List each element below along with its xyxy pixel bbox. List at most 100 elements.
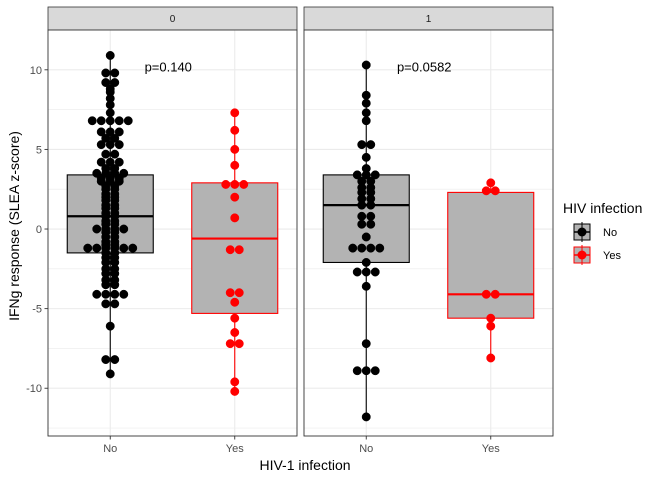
data-point [114, 127, 124, 137]
data-point [225, 339, 235, 349]
data-point [83, 243, 93, 253]
legend-item: No [573, 222, 617, 242]
data-point [225, 288, 235, 298]
box [191, 182, 279, 314]
data-point [230, 377, 240, 387]
data-point [357, 211, 367, 221]
data-point [110, 78, 120, 87]
data-point [361, 366, 371, 376]
y-tick-label: -10 [26, 383, 42, 395]
data-point [123, 116, 133, 126]
data-point [96, 127, 106, 137]
data-point [366, 200, 376, 210]
facet-strip-label: 1 [426, 14, 432, 25]
data-point [101, 289, 111, 299]
data-point [361, 98, 371, 108]
y-tick-label: 0 [36, 224, 42, 236]
facet-panel: 1 p=0.0582 No Yes [303, 6, 554, 455]
data-point [230, 297, 240, 307]
facet-panel: 0 p=0.140 No Yes -10 -5 0 5 10 [26, 6, 298, 455]
data-point [234, 245, 244, 255]
data-point [366, 243, 376, 253]
data-point [230, 328, 240, 337]
data-point [92, 224, 102, 234]
data-point [230, 179, 240, 189]
data-point [361, 90, 371, 100]
data-point [361, 412, 371, 422]
facet-strip-label: 0 [170, 14, 176, 25]
data-point [361, 232, 371, 242]
data-point [490, 186, 500, 196]
data-point [375, 243, 385, 253]
data-point [357, 140, 367, 150]
x-tick-label: Yes [482, 443, 500, 455]
panel-border [303, 29, 554, 437]
data-point [105, 369, 115, 379]
data-point [225, 245, 235, 255]
panel-border [47, 29, 298, 437]
data-point [110, 299, 120, 309]
data-point [361, 281, 371, 291]
data-point [486, 178, 496, 188]
data-point [230, 160, 240, 170]
legend: HIV infection No Yes [563, 200, 642, 265]
data-point [110, 133, 120, 143]
data-point [96, 116, 106, 126]
data-point [486, 313, 496, 323]
data-point [221, 179, 231, 189]
data-point [105, 157, 115, 167]
data-point [481, 186, 491, 196]
box-group [447, 178, 535, 363]
data-point [110, 68, 120, 78]
data-point [234, 288, 244, 298]
box-group [322, 60, 410, 422]
x-tick-label: No [359, 443, 373, 455]
p-value-annotation: p=0.0582 [397, 59, 452, 74]
data-point [486, 353, 496, 363]
data-point [370, 170, 380, 180]
data-point [110, 280, 120, 290]
data-point [361, 267, 371, 277]
data-point [230, 213, 240, 223]
data-point [230, 108, 240, 118]
data-point [105, 51, 115, 60]
data-point [101, 299, 111, 309]
data-point [357, 243, 367, 253]
data-point [481, 289, 491, 299]
data-point [230, 313, 240, 323]
data-point [490, 289, 500, 299]
data-point [128, 243, 138, 253]
legend-label: Yes [603, 250, 621, 262]
data-point [352, 267, 362, 277]
data-point [105, 127, 115, 137]
x-axis-label: HIV-1 infection [259, 457, 350, 473]
x-tick-label: No [103, 443, 117, 455]
data-point [119, 224, 129, 234]
data-point [361, 108, 371, 118]
data-point [352, 366, 362, 376]
data-point [96, 140, 106, 150]
data-point [114, 157, 124, 167]
data-point [110, 289, 120, 299]
data-point [352, 170, 362, 180]
data-point [361, 258, 371, 267]
data-point [366, 140, 376, 150]
legend-label: No [603, 227, 617, 239]
data-point [101, 149, 111, 159]
data-point [361, 60, 371, 70]
y-tick-label: 5 [36, 144, 42, 156]
data-point [230, 144, 240, 154]
data-point [105, 321, 115, 331]
data-point [105, 100, 115, 110]
data-point [357, 219, 367, 229]
data-point [230, 125, 240, 135]
data-point [114, 116, 124, 126]
data-point [114, 140, 124, 150]
y-tick-label: -5 [32, 304, 42, 316]
data-point [105, 116, 115, 126]
data-point [370, 267, 380, 277]
y-tick-label: 10 [30, 65, 42, 77]
data-point [101, 68, 111, 78]
box-group [191, 108, 279, 396]
legend-title: HIV infection [563, 200, 642, 216]
